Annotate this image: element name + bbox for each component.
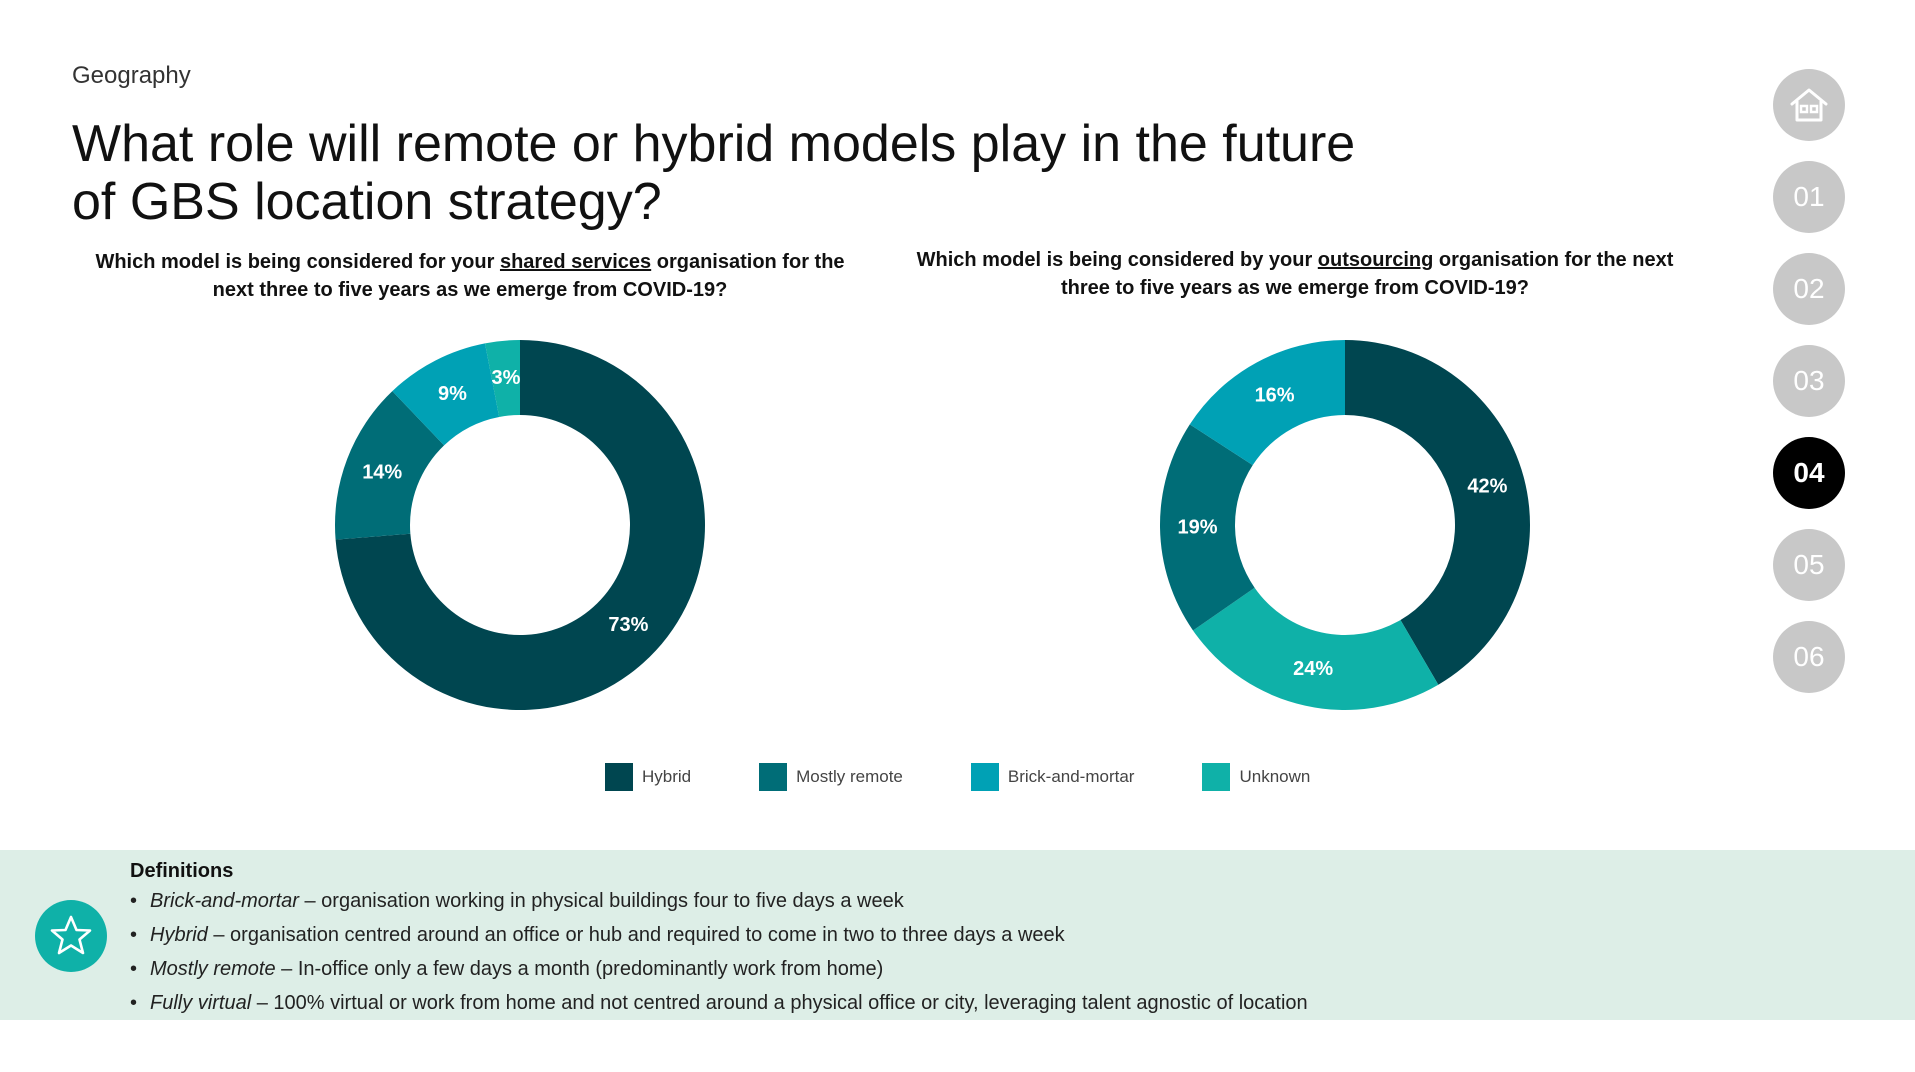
legend-swatch (605, 763, 633, 791)
definition-term: Fully virtual (150, 992, 252, 1014)
legend-swatch (759, 763, 788, 791)
legend-label: Unknown (1239, 767, 1311, 786)
chart-question-shared-services: Which model is being considered for your… (75, 248, 865, 304)
donut-segment-unknown (484, 340, 520, 417)
star-icon (50, 915, 92, 955)
donut-chart-shared-services: 73% 14% 9% 3% (335, 340, 705, 710)
donut-data-label: 73% (608, 614, 648, 636)
donut-segment-brick-and-mortar (392, 343, 500, 446)
nav-item-01[interactable]: 01 (1773, 161, 1845, 233)
section-nav: 01 02 03 04 05 06 (1773, 69, 1845, 713)
legend-swatch (1202, 763, 1231, 791)
question-text: Which model is being considered for your (95, 251, 500, 273)
chart-question-outsourcing: Which model is being considered by your … (895, 246, 1695, 302)
legend-swatch (970, 763, 999, 791)
definition-text: – organisation centred around an office … (207, 924, 1065, 946)
donut-data-label: 42% (1467, 475, 1507, 497)
definition-item: • Hybrid – organisation centred around an… (130, 924, 1065, 946)
definition-term: Hybrid (150, 924, 208, 946)
legend-label: Mostly remote (796, 767, 903, 786)
nav-item-05[interactable]: 05 (1773, 529, 1845, 601)
legend-item-unknown: Unknown (1202, 763, 1310, 791)
question-emphasis: shared services (499, 251, 652, 273)
home-icon (1790, 88, 1828, 122)
definition-item: • Fully virtual – 100% virtual or work fr… (130, 992, 1308, 1014)
star-badge (35, 900, 107, 972)
donut-data-label: 9% (438, 383, 467, 405)
definitions-list: • Brick-and-mortar – organisation working… (130, 884, 1308, 1020)
donut-segment-hybrid (1345, 340, 1530, 685)
donut-chart-outsourcing: 42% 24% 19% 16% (1160, 340, 1530, 710)
donut-data-label: 24% (1293, 658, 1333, 680)
definition-text: – 100% virtual or work from home and not… (251, 992, 1308, 1014)
chart-legend: Hybrid Mostly remote Brick-and-mortar Un… (605, 763, 1310, 791)
page-title: What role will remote or hybrid models p… (72, 115, 1356, 231)
donut-segment-mostly-remote (1160, 424, 1255, 631)
question-text: organisation for the next three to five … (212, 251, 845, 301)
donut-segment-unknown (1192, 587, 1439, 710)
donut-data-label: 16% (1255, 384, 1295, 406)
legend-item-mostly-remote: Mostly remote (759, 763, 903, 791)
legend-item-brick-and-mortar: Brick-and-mortar (970, 763, 1135, 791)
legend-item-hybrid: Hybrid (605, 763, 691, 791)
donut-data-label: 3% (492, 367, 521, 389)
legend-label: Brick-and-mortar (1007, 767, 1135, 786)
question-text: organisation for the next three to five … (1061, 249, 1674, 299)
definitions-panel: Definitions • Brick-and-mortar – organisa… (0, 850, 1915, 1020)
definition-text: – In-office only a few days a month (pre… (275, 958, 884, 980)
definitions-title: Definitions (130, 860, 234, 882)
definition-text: – organisation working in physical build… (298, 890, 904, 912)
question-emphasis: outsourcing (1317, 249, 1434, 271)
donut-data-label: 14% (362, 461, 402, 483)
definition-term: Mostly remote (150, 958, 276, 980)
donut-segment-mostly-remote (335, 391, 445, 540)
nav-home-button[interactable] (1773, 69, 1845, 141)
nav-item-02[interactable]: 02 (1773, 253, 1845, 325)
definition-item: • Brick-and-mortar – organisation working… (130, 890, 904, 912)
nav-item-03[interactable]: 03 (1773, 345, 1845, 417)
donut-data-label: 19% (1178, 516, 1218, 538)
nav-item-06[interactable]: 06 (1773, 621, 1845, 693)
donut-segment-hybrid (335, 340, 705, 710)
nav-item-04[interactable]: 04 (1773, 437, 1845, 509)
section-label: Geography (72, 62, 191, 89)
definition-term: Brick-and-mortar (150, 890, 299, 912)
definition-item: • Mostly remote – In-office only a few da… (130, 958, 884, 980)
donut-segment-brick-and-mortar (1189, 340, 1345, 466)
question-text: Which model is being considered by your (916, 249, 1318, 271)
legend-label: Hybrid (642, 767, 692, 786)
